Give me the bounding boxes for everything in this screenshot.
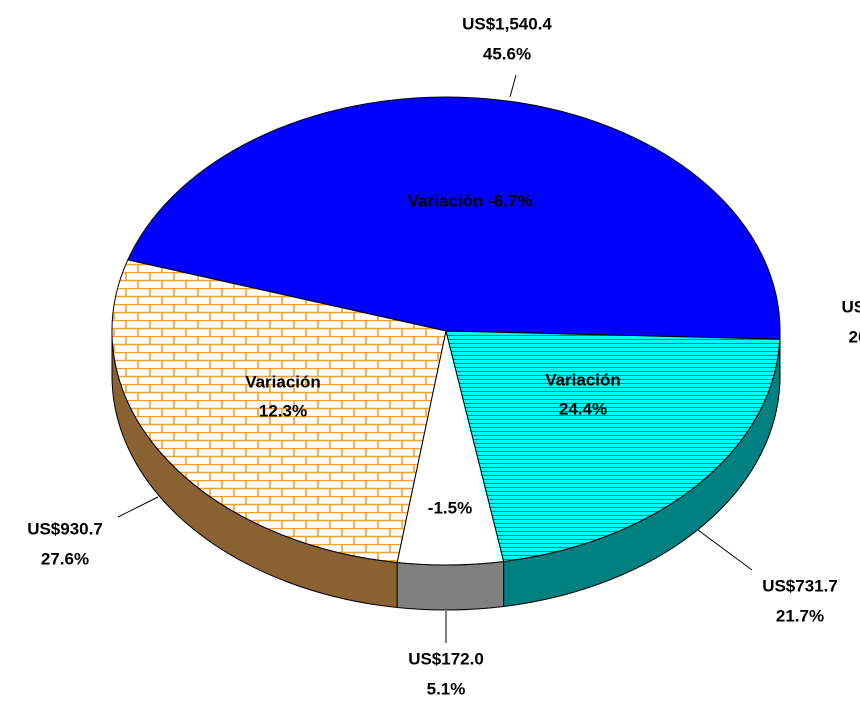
- inner-label: 24.4%: [559, 399, 607, 418]
- leader-line: [697, 529, 753, 571]
- annotation: US$: [841, 297, 860, 316]
- annotation: 20: [849, 327, 860, 346]
- value-label: US$930.7: [27, 519, 103, 538]
- slice: [445, 330, 781, 563]
- slice: [111, 259, 447, 564]
- value-label: US$731.7: [762, 576, 838, 595]
- value-label: US$1,540.4: [462, 14, 552, 33]
- percentage-label: 45.6%: [483, 44, 531, 63]
- percentage-label: 5.1%: [427, 679, 466, 698]
- value-label: US$172.0: [408, 649, 484, 668]
- slice-side: [396, 560, 505, 611]
- inner-label: Variación: [245, 372, 321, 391]
- inner-label: Variación -6.7%: [408, 191, 533, 210]
- inner-label: Variación: [545, 370, 621, 389]
- inner-label: 12.3%: [259, 401, 307, 420]
- percentage-label: 27.6%: [41, 549, 89, 568]
- slice: [127, 96, 781, 340]
- inner-label: -1.5%: [428, 498, 472, 517]
- percentage-label: 21.7%: [776, 606, 824, 625]
- leader-line: [509, 74, 517, 98]
- leader-line: [117, 496, 159, 518]
